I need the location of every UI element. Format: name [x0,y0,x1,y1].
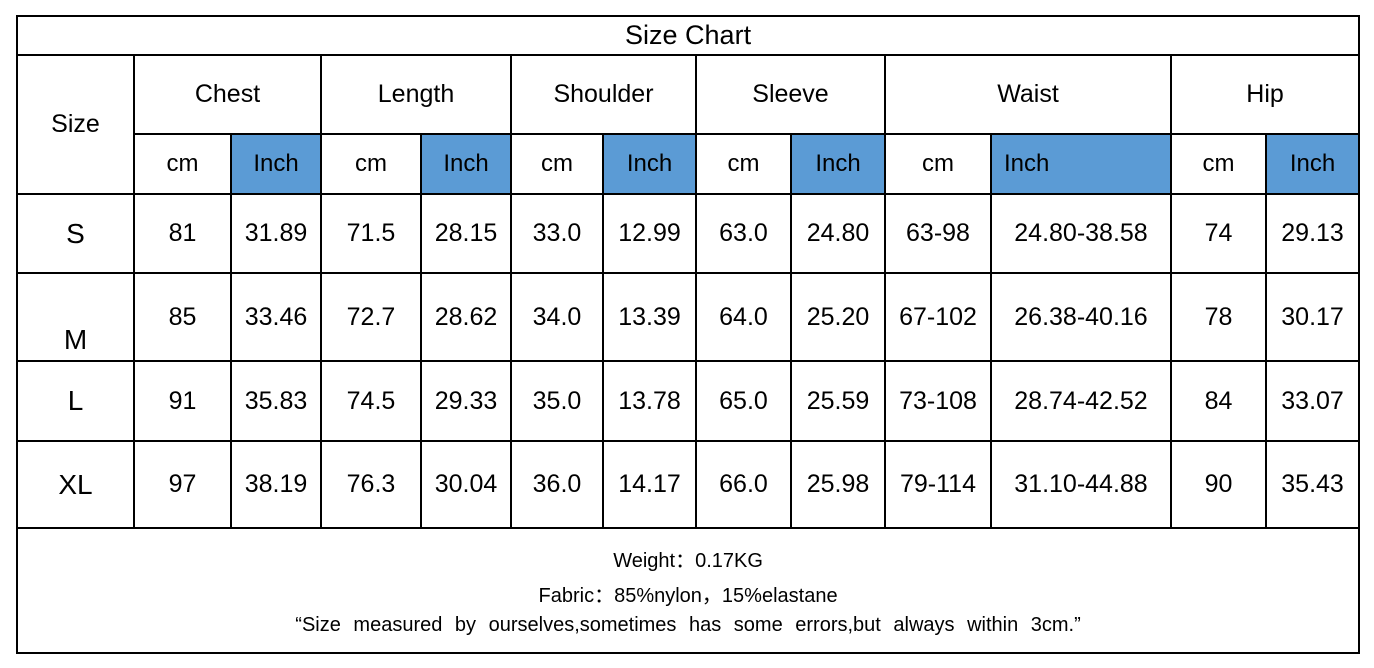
data-cell: 84 [1170,360,1267,442]
page-title: Size Chart [15,15,1361,56]
data-cell: 81 [133,193,232,274]
data-cell: 13.78 [602,360,697,442]
footer-notes: Weight：0.17KG Fabric：85%nylon，15%elastan… [15,527,1361,654]
data-cell: 33.07 [1264,360,1361,442]
row-label-xl: XL [16,440,135,529]
fabric-text: Fabric：85%nylon，15%elastane [538,585,838,607]
data-cell: 35.83 [230,360,322,442]
data-cell: 91 [133,360,232,442]
unit-header-waist-inch: Inch [990,133,1172,195]
data-cell: 65.0 [695,360,792,442]
column-header-length: Length [320,54,512,135]
weight-text: Weight：0.17KG [613,550,763,572]
unit-header-sleeve-cm: cm [695,133,792,195]
data-cell: 73-108 [884,360,992,442]
data-cell: 33.46 [230,272,322,362]
table-row-s: S 81 31.89 71.5 28.15 33.0 12.99 63.0 24… [16,193,1361,274]
data-cell: 31.10-44.88 [990,440,1172,529]
row-label-m: M [16,272,135,362]
data-cell: 26.38-40.16 [990,272,1172,362]
unit-header-shoulder-inch: Inch [602,133,697,195]
unit-header-hip-cm: cm [1170,133,1267,195]
unit-header-chest-inch: Inch [230,133,322,195]
data-cell: 30.04 [420,440,512,529]
unit-header-shoulder-cm: cm [510,133,604,195]
row-label-s: S [16,193,135,274]
data-cell: 71.5 [320,193,422,274]
data-cell: 25.20 [790,272,886,362]
data-cell: 38.19 [230,440,322,529]
data-cell: 72.7 [320,272,422,362]
data-cell: 97 [133,440,232,529]
data-cell: 29.13 [1264,193,1361,274]
data-cell: 79-114 [884,440,992,529]
data-cell: 30.17 [1264,272,1361,362]
data-cell: 33.0 [510,193,604,274]
data-cell: 28.74-42.52 [990,360,1172,442]
data-cell: 90 [1170,440,1267,529]
unit-header-length-cm: cm [320,133,422,195]
data-cell: 63.0 [695,193,792,274]
size-chart-table: Size Chart Size Chest Length Shoulder Sl… [15,15,1361,654]
data-cell: 36.0 [510,440,604,529]
data-cell: 14.17 [602,440,697,529]
unit-header-hip-inch: Inch [1264,133,1361,195]
table-row-m: M 85 33.46 72.7 28.62 34.0 13.39 64.0 25… [16,272,1361,362]
data-cell: 24.80-38.58 [990,193,1172,274]
data-cell: 74 [1170,193,1267,274]
data-cell: 64.0 [695,272,792,362]
data-cell: 76.3 [320,440,422,529]
unit-header-chest-cm: cm [133,133,232,195]
data-cell: 13.39 [602,272,697,362]
data-cell: 12.99 [602,193,697,274]
table-row-l: L 91 35.83 74.5 29.33 35.0 13.78 65.0 25… [16,360,1361,442]
data-cell: 25.59 [790,360,886,442]
data-cell: 28.15 [420,193,512,274]
data-cell: 66.0 [695,440,792,529]
data-cell: 67-102 [884,272,992,362]
data-cell: 29.33 [420,360,512,442]
data-cell: 28.62 [420,272,512,362]
table-row-xl: XL 97 38.19 76.3 30.04 36.0 14.17 66.0 2… [16,440,1361,529]
data-cell: 35.43 [1264,440,1361,529]
unit-header-waist-cm: cm [884,133,992,195]
data-cell: 74.5 [320,360,422,442]
column-header-hip: Hip [1169,54,1361,135]
unit-header-sleeve-inch: Inch [790,133,886,195]
data-cell: 35.0 [510,360,604,442]
column-header-shoulder: Shoulder [510,54,697,135]
data-cell: 63-98 [884,193,992,274]
column-header-chest: Chest [133,54,322,135]
column-header-waist: Waist [884,54,1172,135]
data-cell: 85 [133,272,232,362]
row-label-l: L [16,360,135,442]
data-cell: 25.98 [790,440,886,529]
data-cell: 34.0 [510,272,604,362]
column-header-sleeve: Sleeve [695,54,886,135]
data-cell: 31.89 [230,193,322,274]
unit-header-length-inch: Inch [420,133,512,195]
column-header-size: Size [16,54,135,195]
data-cell: 78 [1170,272,1267,362]
data-cell: 24.80 [790,193,886,274]
disclaimer-text: “Size measured by ourselves,sometimes ha… [295,614,1081,636]
